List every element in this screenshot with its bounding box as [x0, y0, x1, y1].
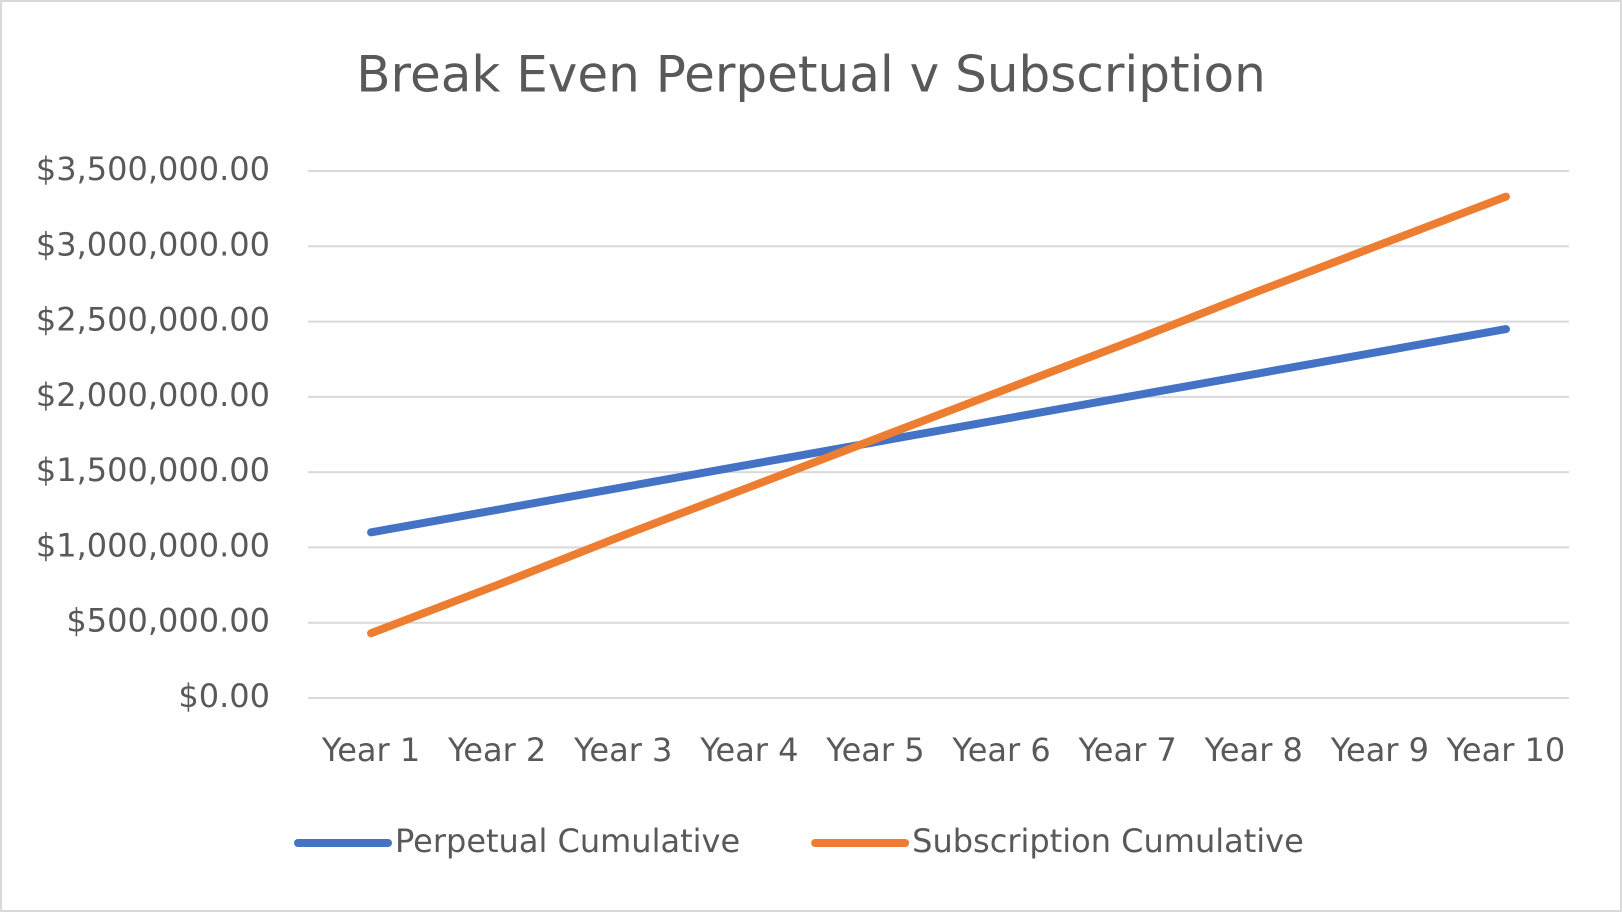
x-tick-label: Year 9 [1330, 731, 1429, 769]
legend-label: Perpetual Cumulative [395, 822, 740, 860]
x-tick-label: Year 4 [699, 731, 798, 769]
x-tick-label: Year 7 [1078, 731, 1177, 769]
x-tick-label: Year 5 [825, 731, 924, 769]
y-tick-label: $2,000,000.00 [36, 376, 270, 414]
series-line [367, 325, 1510, 537]
x-tick-label: Year 1 [321, 731, 420, 769]
x-tick-label: Year 10 [1446, 731, 1566, 769]
x-tick-label: Year 8 [1204, 731, 1303, 769]
y-tick-label: $0.00 [178, 677, 270, 715]
y-tick-label: $3,000,000.00 [36, 225, 270, 263]
chart-title: Break Even Perpetual v Subscription [356, 46, 1266, 104]
y-tick-label: $2,500,000.00 [36, 301, 270, 339]
x-tick-label: Year 3 [573, 731, 672, 769]
x-tick-label: Year 6 [951, 731, 1050, 769]
y-tick-label: $500,000.00 [66, 602, 270, 640]
x-tick-label: Year 2 [447, 731, 546, 769]
y-tick-label: $1,000,000.00 [36, 526, 270, 564]
y-tick-label: $3,500,000.00 [36, 150, 270, 188]
series-line [367, 192, 1510, 638]
legend-label: Subscription Cumulative [912, 822, 1304, 860]
y-tick-label: $1,500,000.00 [36, 451, 270, 489]
